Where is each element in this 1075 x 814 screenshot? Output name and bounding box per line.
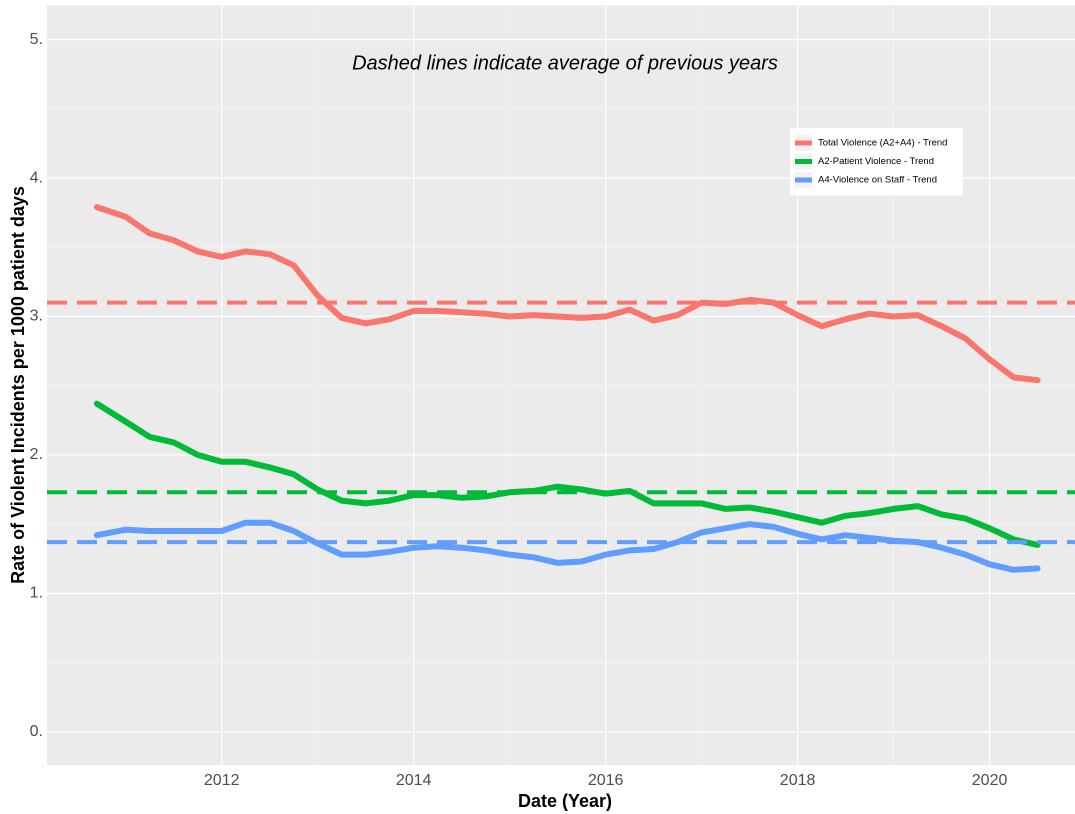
y-axis-title: Rate of Violent Incidents per 1000 patie… — [8, 186, 28, 584]
trend-line — [93, 519, 1041, 573]
plot-panel — [47, 5, 1075, 765]
y-tick-label: 1. — [30, 585, 43, 602]
y-tick-label: 5. — [30, 31, 43, 48]
legend-box — [790, 128, 963, 196]
marks — [47, 204, 1075, 573]
legend-label: A2-Patient Violence - Trend — [818, 156, 934, 167]
x-tick-label: 2018 — [780, 772, 816, 789]
x-tick-label: 2020 — [972, 772, 1008, 789]
y-tick-label: 2. — [30, 446, 43, 463]
y-tick-label: 4. — [30, 169, 43, 186]
annotation: Dashed lines indicate average of previou… — [352, 52, 778, 74]
legend: Total Violence (A2+A4) - Trend A2-Patient… — [790, 128, 963, 196]
legend-label: Total Violence (A2+A4) - Trend — [818, 138, 947, 149]
y-tick-label: 0. — [30, 723, 43, 740]
legend-label: A4-Violence on Staff - Trend — [818, 175, 937, 186]
y-tick-label: 3. — [30, 308, 43, 325]
x-axis-title: Date (Year) — [518, 791, 612, 811]
x-tick-label: 2016 — [588, 772, 624, 789]
x-tick-label: 2014 — [396, 772, 432, 789]
trend-line — [93, 400, 1041, 548]
trend-line — [93, 204, 1041, 384]
x-tick-label: 2012 — [204, 772, 240, 789]
